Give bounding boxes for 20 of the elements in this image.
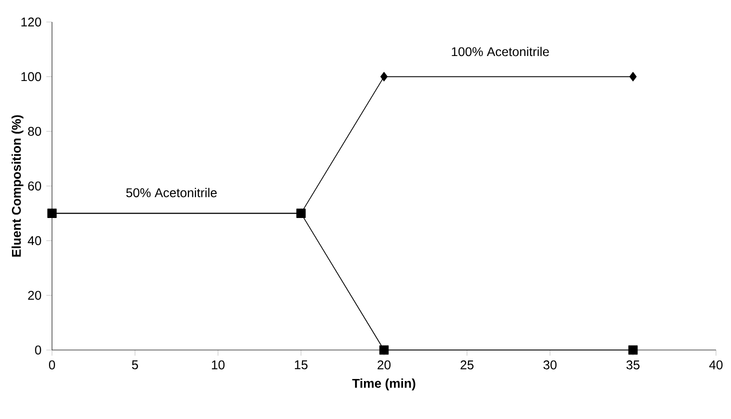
x-tick-label: 25 (460, 360, 474, 370)
x-tick-label: 10 (212, 360, 225, 370)
x-tick-label: 5 (132, 360, 138, 370)
x-tick-label: 15 (294, 360, 308, 370)
x-tick-label: 30 (543, 360, 557, 370)
y-tick-label: 60 (28, 182, 42, 190)
y-tick-label: 100 (21, 72, 42, 82)
y-tick-label: 20 (28, 290, 42, 300)
x-tick-label: 20 (378, 360, 391, 370)
y-tick-label: 80 (28, 126, 42, 136)
x-tick-label: 35 (626, 360, 640, 370)
y-tick-label: 120 (21, 18, 42, 26)
y-tick-label: 40 (28, 236, 42, 246)
annotation: 50% Acetonitrile (126, 188, 217, 198)
y-tick-label: 0 (35, 346, 42, 354)
annotation: 100% Acetonitrile (452, 46, 549, 56)
y-axis-title: Eluent Composition (%) (12, 115, 24, 257)
x-tick-label: 40 (709, 360, 723, 370)
x-axis-title: Time (min) (352, 378, 416, 390)
x-tick-label: 0 (48, 360, 56, 370)
